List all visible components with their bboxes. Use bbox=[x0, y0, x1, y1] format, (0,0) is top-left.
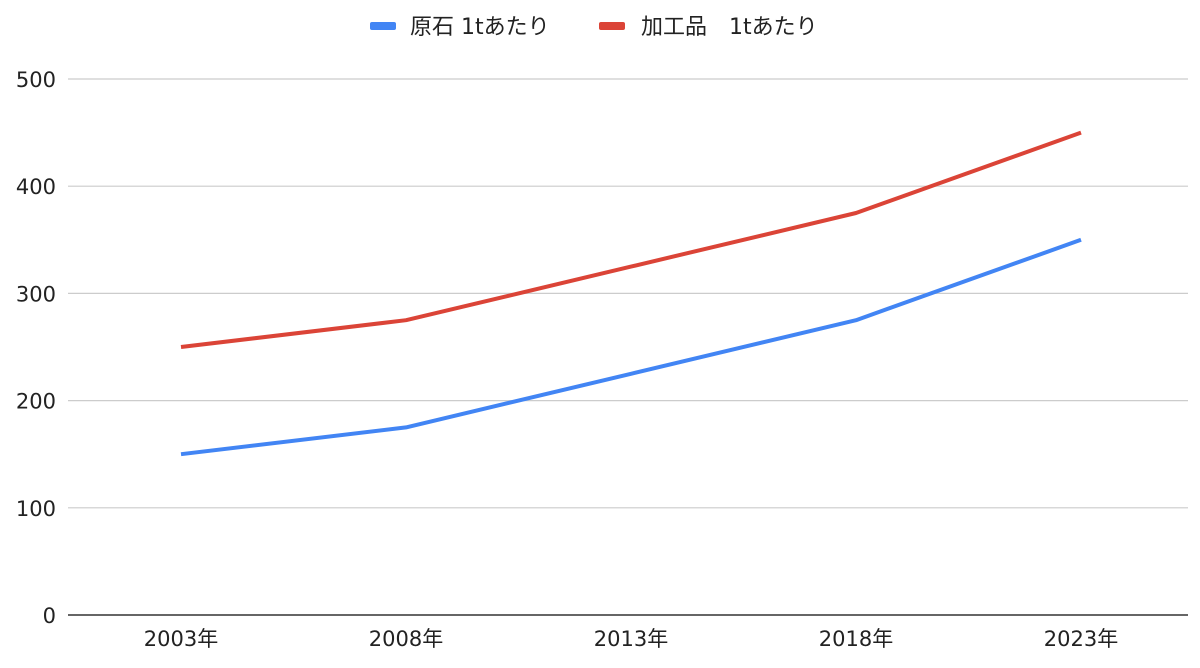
legend-label: 原石 1tあたり bbox=[410, 15, 550, 40]
y-tick-label: 0 bbox=[43, 604, 56, 628]
grid-lines bbox=[68, 78, 1188, 509]
x-tick-label: 2018年 bbox=[819, 627, 893, 651]
axes: 0 100 200 300 400 500 2003年 2008年 2013年 2018年 2023… bbox=[16, 68, 1188, 651]
legend: 原石 1tあたり 加工品 1tあたり bbox=[370, 15, 818, 40]
data-point bbox=[404, 318, 408, 322]
legend-swatch bbox=[599, 22, 625, 30]
x-tick-label: 2008年 bbox=[369, 627, 443, 651]
x-tick-label: 2023年 bbox=[1044, 627, 1118, 651]
y-tick-label: 300 bbox=[16, 282, 56, 306]
data-point bbox=[629, 265, 633, 269]
y-tick-label: 100 bbox=[16, 497, 56, 521]
data-point bbox=[179, 452, 183, 456]
data-point bbox=[404, 425, 408, 429]
x-tick-label: 2003年 bbox=[144, 627, 218, 651]
data-point bbox=[1079, 131, 1083, 135]
series-line-0 bbox=[180, 237, 1082, 457]
data-point bbox=[1079, 238, 1083, 242]
series-lines bbox=[179, 130, 1083, 457]
legend-swatch bbox=[370, 22, 396, 30]
y-tick-label: 500 bbox=[16, 68, 56, 92]
data-point bbox=[179, 345, 183, 349]
y-tick-label: 200 bbox=[16, 390, 56, 414]
series-line-1 bbox=[180, 130, 1082, 349]
y-tick-label: 400 bbox=[16, 175, 56, 199]
data-point bbox=[629, 372, 633, 376]
x-tick-label: 2013年 bbox=[594, 627, 668, 651]
data-point bbox=[854, 211, 858, 215]
legend-label: 加工品 1tあたり bbox=[641, 15, 818, 40]
data-point bbox=[854, 318, 858, 322]
